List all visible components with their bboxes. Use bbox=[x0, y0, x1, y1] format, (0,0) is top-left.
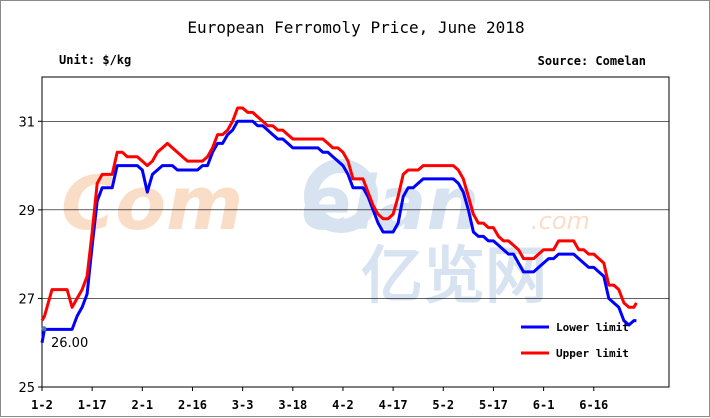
series-lines bbox=[40, 106, 638, 343]
watermark-dotcom-text: .com bbox=[531, 207, 590, 235]
y-tick-label-27: 27 bbox=[18, 292, 35, 307]
start-value-annotation: 26.00 bbox=[51, 336, 88, 351]
y-tick-label-31: 31 bbox=[18, 115, 35, 130]
x-tick-label-6-1: 6-1 bbox=[533, 398, 555, 412]
x-tick-label-5-2: 5-2 bbox=[432, 398, 454, 412]
x-tick-label-1-2: 1-2 bbox=[31, 398, 53, 412]
chart-title: European Ferromoly Price, June 2018 bbox=[187, 18, 524, 37]
watermark: Com elan .com 亿览网 bbox=[61, 159, 590, 312]
x-tick-label-2-1: 2-1 bbox=[131, 398, 153, 412]
x-tick-label-3-18: 3-18 bbox=[278, 398, 307, 412]
legend: Lower limit Upper limit bbox=[521, 321, 629, 360]
y-tick-label-25: 25 bbox=[18, 381, 35, 396]
x-tick-label-5-17: 5-17 bbox=[479, 398, 508, 412]
unit-label: Unit: $/kg bbox=[59, 53, 131, 67]
y-axis-tick-labels: 25 27 29 31 bbox=[18, 115, 42, 396]
x-tick-label-4-17: 4-17 bbox=[379, 398, 408, 412]
source-label: Source: Comelan bbox=[538, 54, 646, 68]
legend-upper-label: Upper limit bbox=[556, 347, 629, 360]
x-tick-label-6-16: 6-16 bbox=[579, 398, 608, 412]
x-tick-label-2-16: 2-16 bbox=[178, 398, 207, 412]
x-tick-label-4-2: 4-2 bbox=[332, 398, 354, 412]
legend-lower-label: Lower limit bbox=[556, 321, 629, 334]
watermark-cn-text: 亿览网 bbox=[361, 239, 547, 312]
x-axis-tick-labels: 1-2 1-17 2-1 2-16 3-3 3-18 4-2 4-17 5-2 5-17 6-1 6-… bbox=[31, 387, 608, 412]
gridlines bbox=[41, 76, 670, 388]
series-line-upper-limit bbox=[40, 106, 638, 322]
plot-area-frame bbox=[41, 76, 670, 388]
x-tick-label-3-3: 3-3 bbox=[232, 398, 254, 412]
series-line-lower-limit bbox=[40, 119, 637, 343]
y-tick-label-29: 29 bbox=[18, 204, 35, 219]
annotation-marker bbox=[41, 326, 47, 332]
x-tick-label-1-17: 1-17 bbox=[78, 398, 107, 412]
